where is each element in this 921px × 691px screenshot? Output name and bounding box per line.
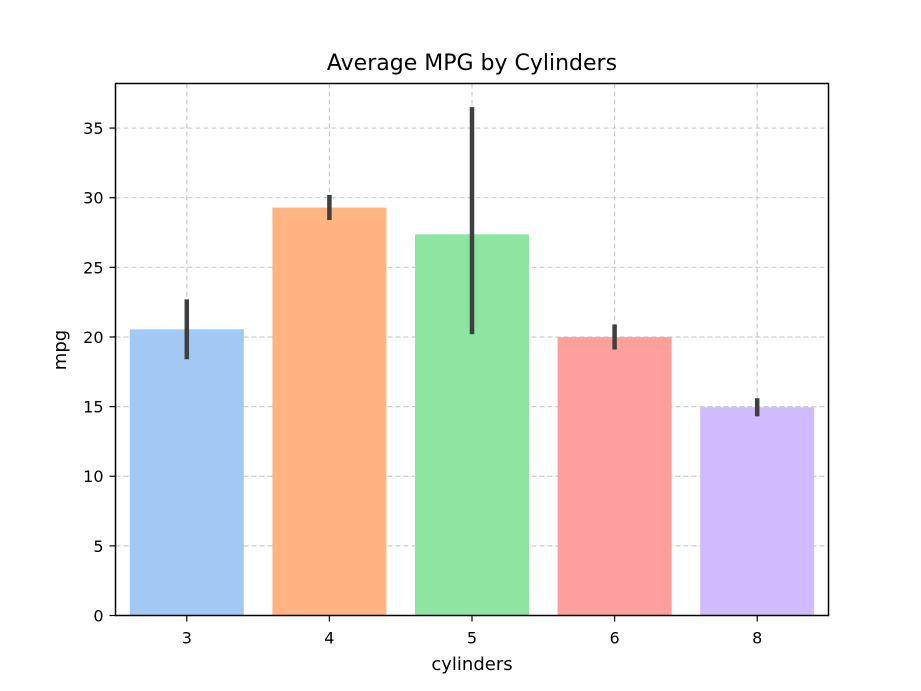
y-tick-label: 10 xyxy=(83,467,103,486)
x-axis-label: cylinders xyxy=(431,654,512,675)
bar-4 xyxy=(272,207,387,616)
y-tick-label: 20 xyxy=(83,328,103,347)
x-tick-label: 6 xyxy=(610,629,620,648)
x-tick-label: 3 xyxy=(182,629,192,648)
y-tick-label: 25 xyxy=(83,258,103,277)
y-tick-label: 15 xyxy=(83,398,103,417)
y-tick-label: 0 xyxy=(93,607,103,626)
y-tick-label: 5 xyxy=(93,537,103,556)
bar-3 xyxy=(129,329,244,616)
bar-6 xyxy=(557,337,672,616)
bar-8 xyxy=(700,407,815,616)
bars xyxy=(129,207,815,616)
x-tick-label: 5 xyxy=(467,629,477,648)
chart-title: Average MPG by Cylinders xyxy=(327,51,617,76)
y-tick-label: 30 xyxy=(83,189,103,208)
x-tick-label: 4 xyxy=(324,629,334,648)
x-tick-label: 8 xyxy=(752,629,762,648)
y-axis-label: mpg xyxy=(50,330,71,370)
y-tick-label: 35 xyxy=(83,119,103,138)
error-bars xyxy=(184,107,760,417)
axis-ticks: 0 5 10 15 20 25 30 35 3 4 5 6 8 xyxy=(83,119,762,647)
